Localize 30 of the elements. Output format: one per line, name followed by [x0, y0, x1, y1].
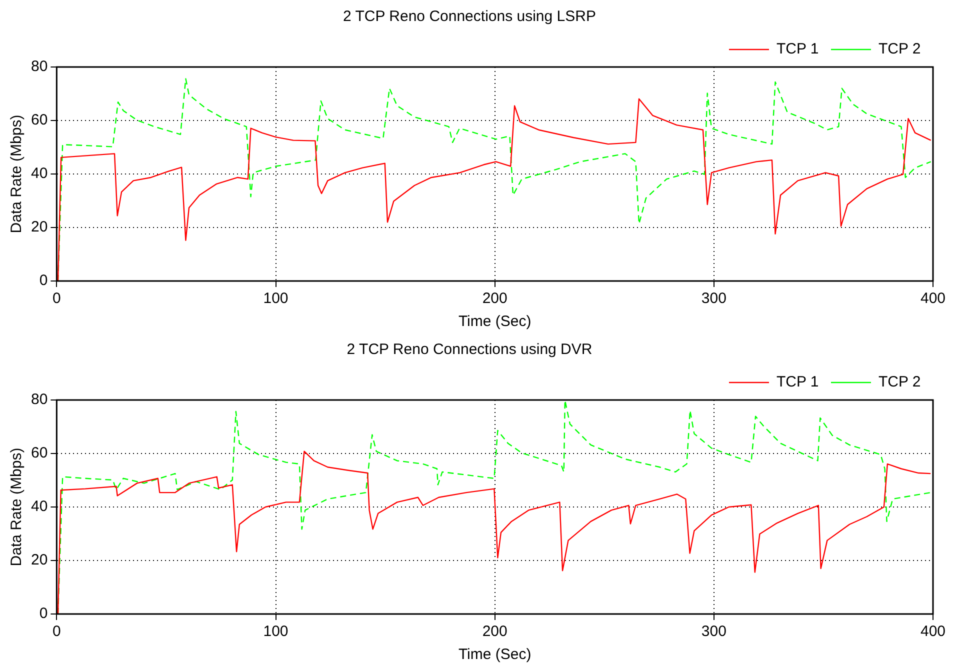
y-tick-label: 20: [30, 218, 48, 236]
y-tick-label: 80: [30, 391, 48, 408]
legend-label: TCP 1: [776, 374, 819, 391]
x-tick-label: 0: [52, 623, 61, 640]
legend-label: TCP 1: [776, 40, 819, 58]
x-axis-title: Time (Sec): [458, 313, 532, 330]
x-tick-label: 0: [52, 290, 61, 308]
x-tick-label: 300: [701, 290, 726, 308]
y-axis-title: Data Rate (Mbps): [8, 448, 26, 566]
y-axis-title: Data Rate (Mbps): [8, 114, 26, 234]
y-tick-label: 0: [39, 605, 48, 622]
y-tick-label: 60: [30, 112, 48, 129]
legend-label: TCP 2: [878, 40, 921, 58]
x-tick-label: 400: [920, 623, 946, 640]
chart-title: 2 TCP Reno Connections using DVR: [346, 341, 592, 358]
legend-label: TCP 2: [878, 374, 921, 391]
x-tick-label: 400: [920, 290, 946, 308]
x-tick-label: 100: [263, 290, 288, 308]
x-tick-label: 200: [482, 290, 508, 308]
y-tick-label: 80: [30, 58, 48, 76]
y-tick-label: 40: [30, 498, 48, 516]
x-tick-label: 100: [263, 623, 288, 640]
chart-title: 2 TCP Reno Connections using LSRP: [343, 8, 596, 26]
x-tick-label: 200: [482, 623, 508, 640]
y-tick-label: 40: [30, 165, 48, 182]
y-tick-label: 20: [30, 552, 48, 569]
y-tick-label: 0: [39, 272, 48, 290]
x-axis-title: Time (Sec): [458, 646, 532, 664]
y-tick-label: 60: [30, 444, 48, 462]
x-tick-label: 300: [701, 623, 726, 640]
